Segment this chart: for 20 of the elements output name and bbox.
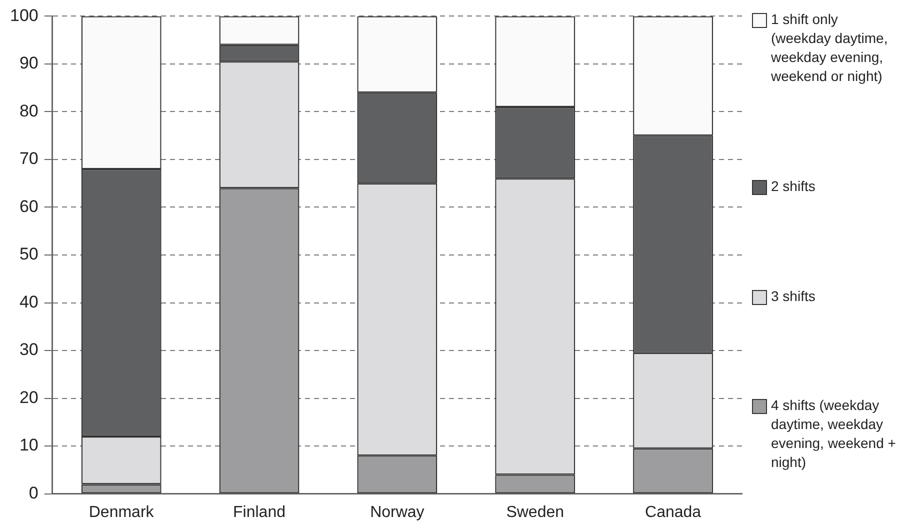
legend-label: 3 shifts	[771, 286, 816, 306]
y-tick-label: 50	[19, 244, 38, 264]
x-tick-label: Sweden	[506, 504, 564, 521]
x-tick-label: Finland	[233, 504, 286, 521]
y-tick-label: 40	[19, 292, 38, 312]
y-tick-label: 0	[28, 483, 38, 502]
y-tick-label: 60	[19, 196, 38, 216]
x-tick-label: Canada	[645, 504, 702, 521]
legend-label: 2 shifts	[771, 176, 816, 196]
y-tick-label: 80	[19, 101, 38, 120]
y-tick-label: 100	[10, 6, 38, 25]
text: 1 shift only (weekday daytime, weekday evening, weekend or night)	[771, 10, 889, 86]
y-tick-label: 20	[19, 388, 38, 407]
y-tick-label: 30	[19, 340, 38, 360]
legend-label: 4 shifts (weekday daytime, weekday evening, weekend + night)	[771, 396, 897, 472]
x-tick-label: Norway	[370, 504, 424, 521]
x-tick-label: Denmark	[88, 504, 155, 521]
y-tick-label: 70	[19, 149, 38, 168]
y-tick-label: 90	[19, 54, 38, 73]
y-tick-label: 10	[19, 436, 38, 455]
